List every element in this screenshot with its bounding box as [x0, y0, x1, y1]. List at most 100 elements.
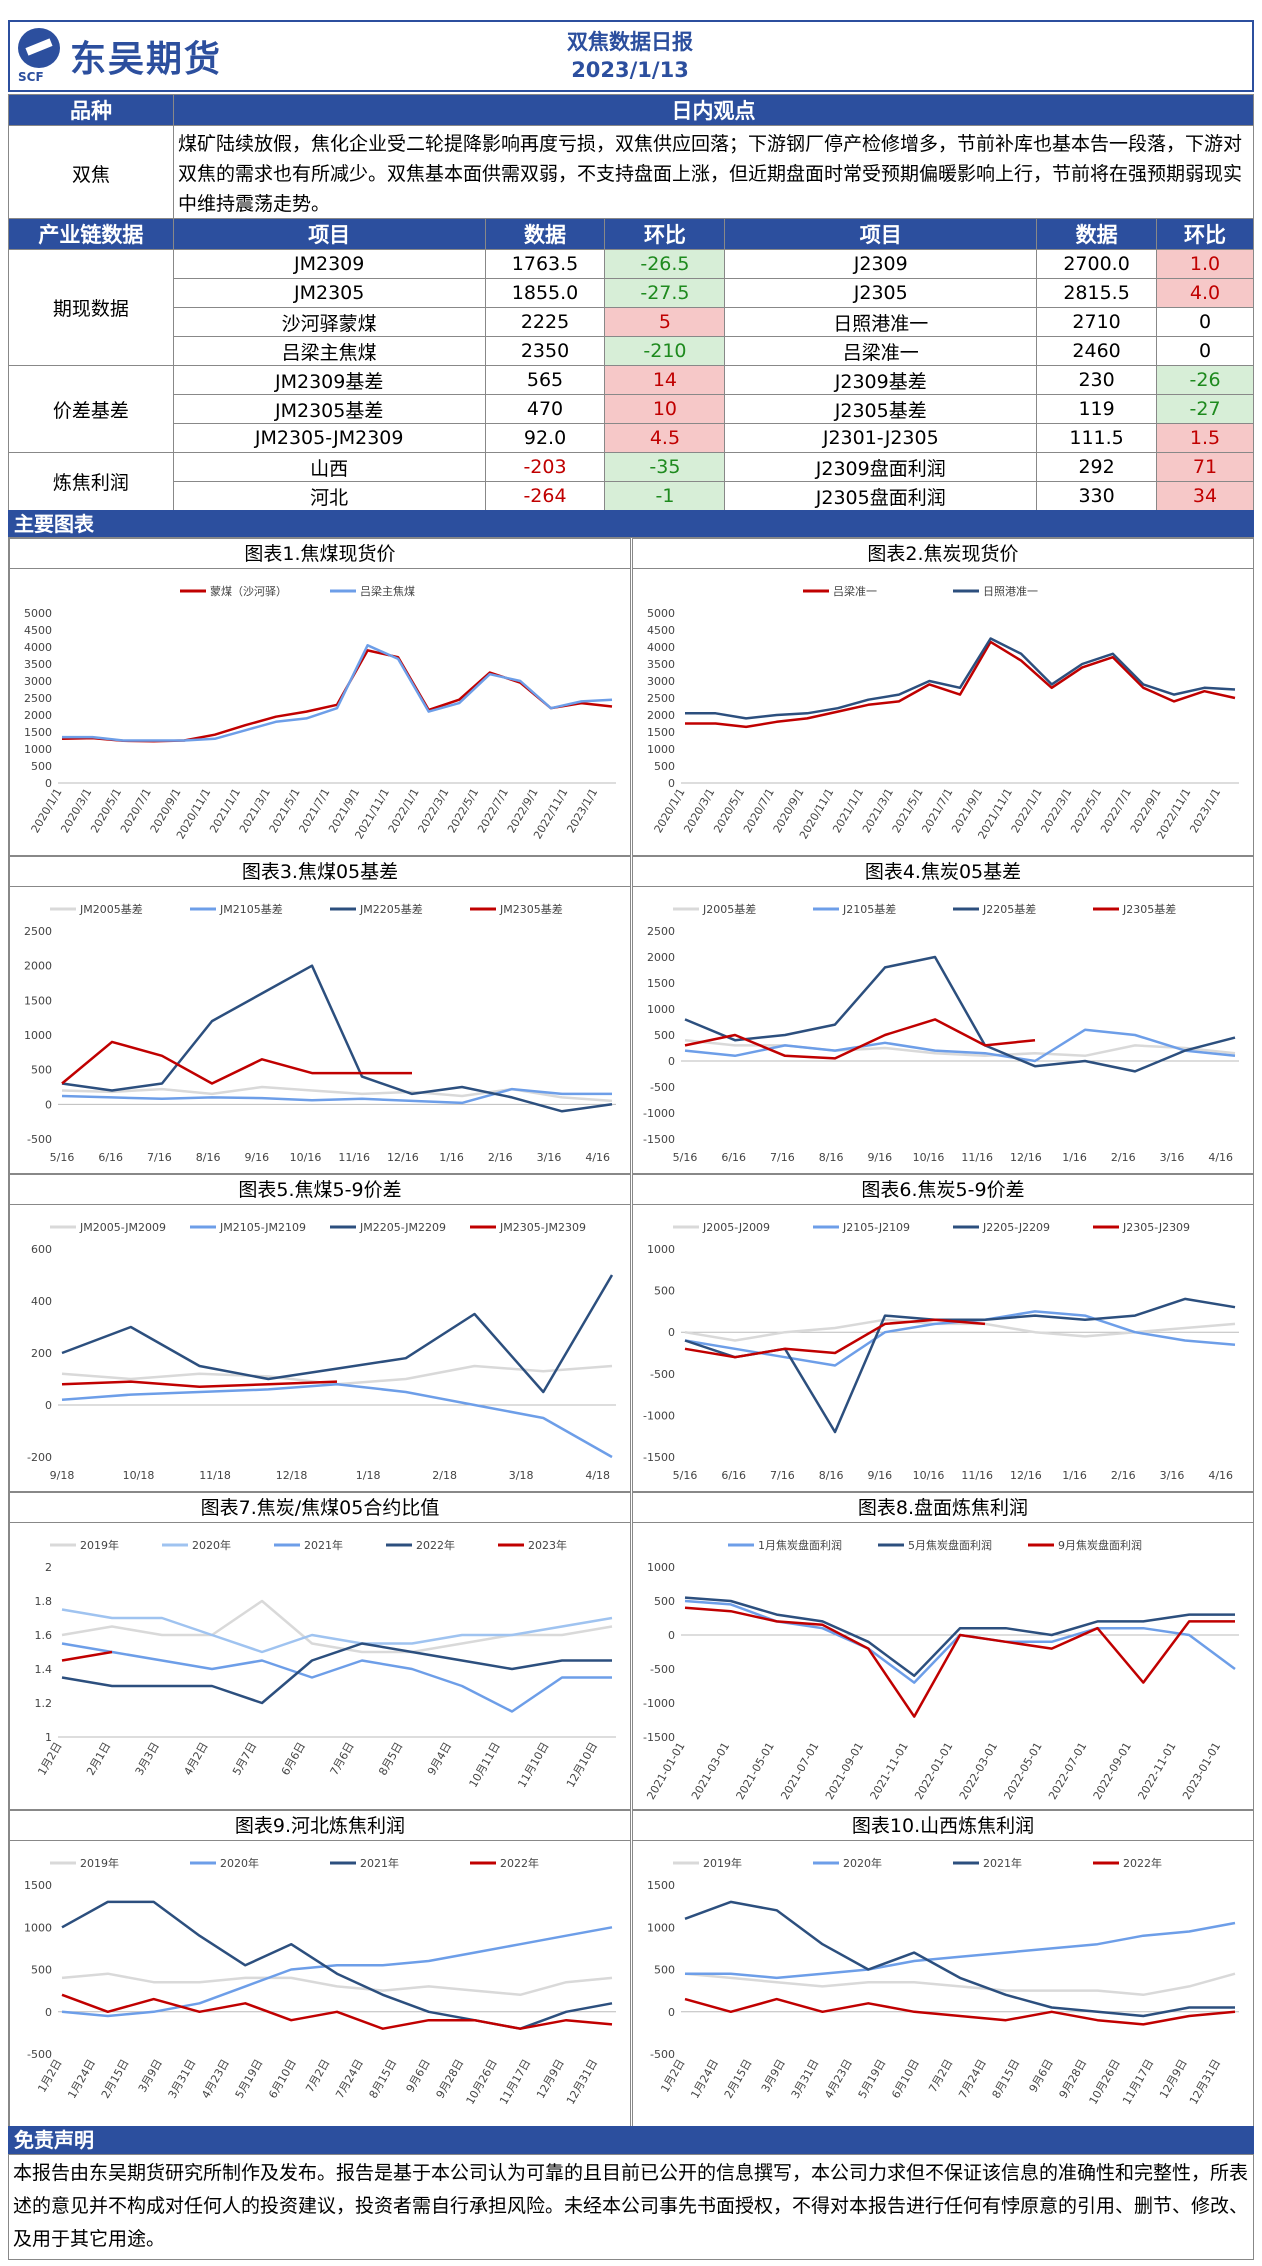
- series-line: [61, 1650, 113, 1662]
- item-cell: 河北: [172, 481, 486, 511]
- chart-svg: 蒙煤（沙河驿） 吕梁主焦煤 0 500 1000 1500 2000 2500 3000 3500…: [24, 584, 616, 841]
- x-tick-label: 7/16: [147, 1151, 172, 1164]
- x-tick-label: 11月17日: [497, 2057, 533, 2107]
- series-line: [61, 1274, 614, 1394]
- change-cell: 5: [604, 307, 726, 337]
- x-tick-label: 9月4日: [425, 1740, 454, 1778]
- series-line: [684, 955, 1236, 1073]
- x-tick-label: 8/16: [196, 1151, 221, 1164]
- y-tick-label: 4500: [24, 624, 52, 637]
- legend-label: JM2105-JM2109: [219, 1221, 306, 1234]
- y-tick-label: 2000: [647, 709, 675, 722]
- value-cell: 2460: [1036, 336, 1158, 366]
- x-tick-label: 12月31日: [564, 2057, 600, 2107]
- x-tick-label: 3/16: [537, 1151, 562, 1164]
- y-tick-label: 3000: [647, 675, 675, 688]
- y-tick-label: 1.8: [35, 1595, 53, 1608]
- series-line: [61, 1642, 612, 1705]
- x-tick-label: 12/16: [1010, 1469, 1042, 1482]
- value-cell: 565: [484, 365, 606, 395]
- series-line: [61, 1642, 612, 1713]
- value-cell: 2710: [1036, 307, 1158, 337]
- y-tick-label: 1: [45, 1731, 52, 1744]
- chart-title: 图表9.河北炼焦利润: [10, 1811, 630, 1841]
- x-tick-label: 3月3日: [133, 1740, 162, 1778]
- y-tick-label: -1000: [643, 1697, 675, 1710]
- legend-label: 2021年: [983, 1856, 1022, 1870]
- x-tick-label: 4/16: [1208, 1151, 1233, 1164]
- change-cell: -35: [604, 452, 726, 482]
- y-tick-label: 1000: [647, 1243, 675, 1256]
- x-tick-label: 6月10日: [266, 2057, 299, 2101]
- x-tick-label: 8月15日: [990, 2057, 1023, 2101]
- legend-label: 2021年: [304, 1538, 343, 1552]
- table-header-cell: 项目: [724, 218, 1038, 250]
- series-line: [61, 649, 613, 743]
- y-tick-label: 0: [45, 777, 52, 790]
- chart-panel: 图表1.焦煤现货价 蒙煤（沙河驿） 吕梁主焦煤 0 500 1000 1500 2000 250…: [9, 538, 631, 856]
- table-row: 河北 -264 -1 J2305盘面利润 330 34: [9, 481, 1254, 511]
- y-tick-label: 500: [31, 1964, 52, 1977]
- value-cell: 2350: [484, 336, 606, 366]
- disclaimer-text: 本报告由东吴期货研究所制作及发布。报告是基于本公司认为可靠的且目前已公开的信息撰…: [8, 2154, 1254, 2260]
- legend-label: 2020年: [220, 1856, 259, 1870]
- legend-label: 2022年: [416, 1538, 455, 1552]
- value-cell: 92.0: [484, 423, 606, 453]
- x-tick-label: 5月7日: [230, 1740, 259, 1778]
- x-tick-label: 4/18: [585, 1469, 610, 1482]
- x-tick-label: 6月6日: [279, 1740, 308, 1778]
- x-tick-label: 2021-05-01: [734, 1740, 777, 1802]
- x-tick-label: 5月19日: [856, 2057, 889, 2101]
- legend-label: 蒙煤（沙河驿）: [210, 585, 287, 598]
- x-tick-label: 11月10日: [515, 1740, 551, 1790]
- chart-svg: 1月焦炭盘面利润 5月焦炭盘面利润 9月焦炭盘面利润 -1500 -1000 -500 0 5…: [643, 1538, 1239, 1802]
- table-header-cell: 环比: [1156, 218, 1254, 250]
- disclaimer-bar: 免责声明: [8, 2126, 1254, 2154]
- value-cell: 2225: [484, 307, 606, 337]
- x-tick-label: 2021-07-01: [778, 1740, 821, 1802]
- y-tick-label: 5000: [24, 607, 52, 620]
- item-cell: 日照港准一: [724, 307, 1038, 337]
- legend-label: J2005-J2009: [702, 1221, 770, 1234]
- logo-abbr: SCF: [18, 70, 44, 84]
- x-tick-label: 2/16: [1111, 1469, 1136, 1482]
- y-tick-label: 1500: [647, 977, 675, 990]
- y-tick-label: 2000: [24, 960, 52, 973]
- x-tick-label: 10/16: [913, 1469, 945, 1482]
- series-line: [61, 1926, 613, 2018]
- report-header: SCF 东吴期货 双焦数据日报 2023/1/13: [8, 20, 1254, 92]
- y-tick-label: 500: [31, 1064, 52, 1077]
- table-row: JM2305-JM2309 92.0 4.5 J2301-J2305 111.5 1.5: [9, 423, 1254, 453]
- y-tick-label: 0: [45, 1399, 52, 1412]
- table-row: 价差基差 JM2309基差 565 14 J2309基差 230 -26: [8, 365, 1254, 453]
- change-cell: 10: [604, 394, 726, 424]
- legend-label: 2020年: [843, 1856, 882, 1870]
- change-cell: -26: [1156, 365, 1254, 395]
- series-line: [62, 644, 613, 742]
- x-tick-label: 4月23日: [822, 2057, 855, 2101]
- series-line: [684, 1900, 1235, 2018]
- table-row: 期现数据 JM2309 1763.5 -26.5 J2309 2700.0 1.0: [8, 249, 1254, 366]
- chart-title: 图表7.焦炭/焦煤05合约比值: [10, 1493, 630, 1523]
- x-tick-label: 11/16: [338, 1151, 370, 1164]
- x-tick-label: 3月31日: [789, 2057, 822, 2101]
- chart-title: 图表4.焦炭05基差: [633, 857, 1253, 887]
- x-tick-label: 2023-01-01: [1180, 1740, 1223, 1802]
- y-tick-label: 5000: [647, 607, 675, 620]
- series-line: [684, 1606, 1235, 1718]
- change-cell: 71: [1156, 452, 1254, 482]
- y-tick-label: -500: [650, 1368, 675, 1381]
- change-cell: 14: [604, 365, 726, 395]
- x-tick-label: 3月31日: [166, 2057, 199, 2101]
- table-header-cell: 环比: [604, 218, 726, 250]
- x-tick-label: 1/16: [1062, 1151, 1087, 1164]
- chart-title: 图表2.焦炭现货价: [633, 539, 1253, 569]
- x-tick-label: 1/18: [356, 1469, 381, 1482]
- y-tick-label: 1500: [24, 726, 52, 739]
- chart-title: 图表8.盘面炼焦利润: [633, 1493, 1253, 1523]
- item-cell: J2305盘面利润: [724, 481, 1038, 511]
- y-tick-label: 1.4: [35, 1663, 53, 1676]
- y-tick-label: 0: [668, 2006, 675, 2019]
- series-line: [61, 1087, 612, 1105]
- x-tick-label: 9月28日: [434, 2057, 467, 2101]
